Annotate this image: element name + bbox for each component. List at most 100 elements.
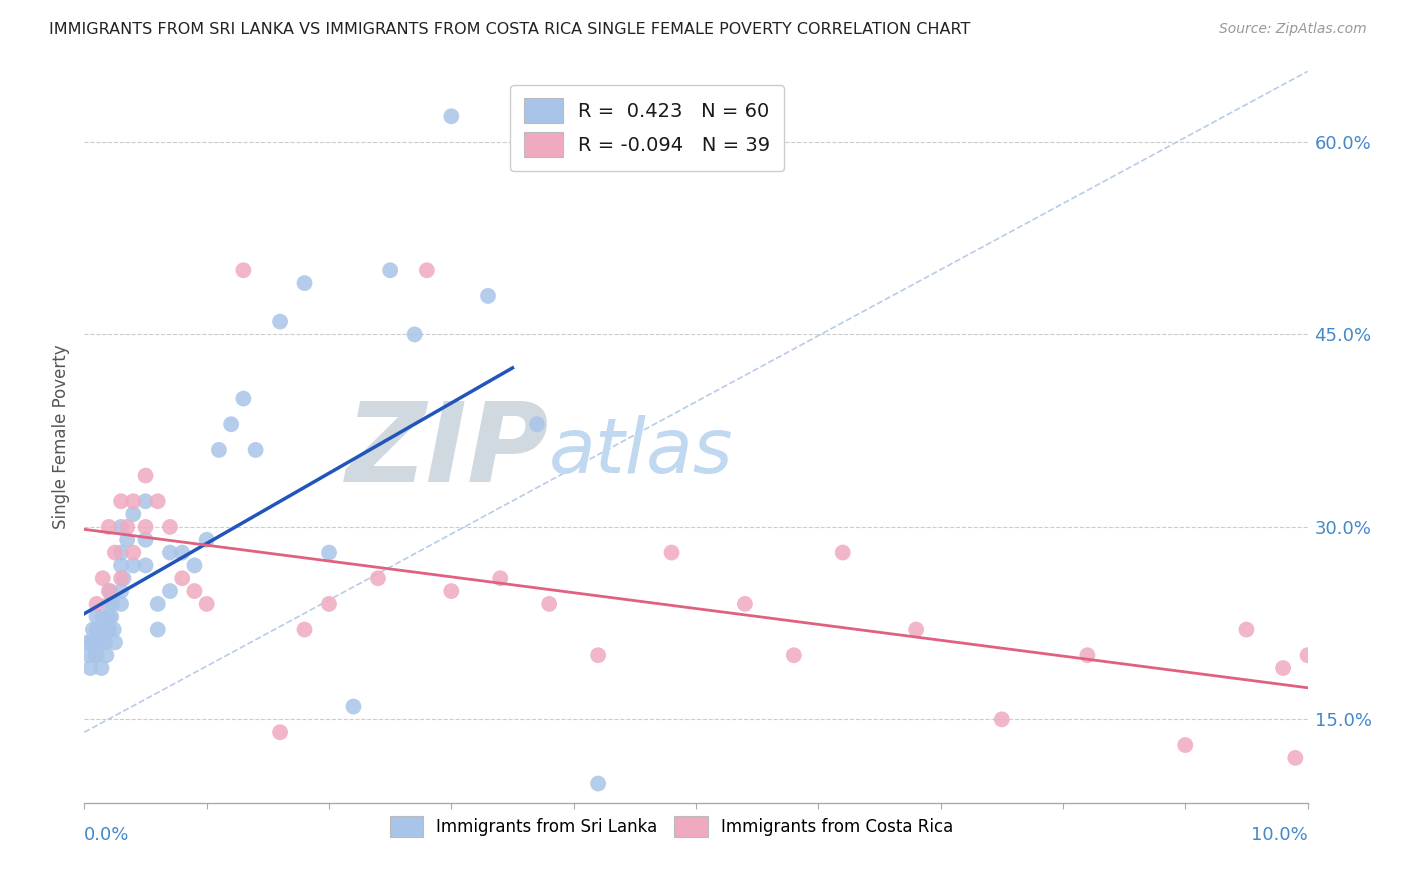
Text: 10.0%: 10.0% xyxy=(1251,826,1308,844)
Text: IMMIGRANTS FROM SRI LANKA VS IMMIGRANTS FROM COSTA RICA SINGLE FEMALE POVERTY CO: IMMIGRANTS FROM SRI LANKA VS IMMIGRANTS … xyxy=(49,22,970,37)
Point xyxy=(110,597,132,611)
Point xyxy=(96,648,118,663)
Point xyxy=(208,442,231,457)
Point xyxy=(1284,751,1306,765)
Point xyxy=(77,635,100,649)
Point xyxy=(159,584,181,599)
Point xyxy=(183,584,205,599)
Point xyxy=(97,597,120,611)
Point xyxy=(586,648,609,663)
Point xyxy=(219,417,242,432)
Point xyxy=(440,109,463,123)
Point xyxy=(146,494,169,508)
Point xyxy=(91,609,114,624)
Point xyxy=(91,635,114,649)
Point xyxy=(195,597,218,611)
Point xyxy=(122,558,145,573)
Point xyxy=(110,545,132,559)
Point xyxy=(831,545,853,559)
Point xyxy=(104,635,127,649)
Point xyxy=(79,661,101,675)
Point xyxy=(110,584,132,599)
Point xyxy=(477,289,499,303)
Point xyxy=(159,520,181,534)
Point xyxy=(93,623,115,637)
Point xyxy=(122,545,145,559)
Point xyxy=(232,263,254,277)
Point xyxy=(89,623,111,637)
Point xyxy=(97,584,120,599)
Point xyxy=(94,635,117,649)
Point xyxy=(269,725,291,739)
Point xyxy=(100,609,122,624)
Point xyxy=(122,507,145,521)
Point xyxy=(110,494,132,508)
Point xyxy=(86,623,108,637)
Point xyxy=(135,494,157,508)
Point xyxy=(101,597,124,611)
Point xyxy=(183,558,205,573)
Point xyxy=(135,468,157,483)
Text: 0.0%: 0.0% xyxy=(84,826,129,844)
Point xyxy=(1296,648,1319,663)
Point xyxy=(526,417,548,432)
Point xyxy=(122,494,145,508)
Point xyxy=(245,442,267,457)
Point xyxy=(1236,623,1258,637)
Point xyxy=(115,520,138,534)
Y-axis label: Single Female Poverty: Single Female Poverty xyxy=(52,345,70,529)
Point xyxy=(83,635,105,649)
Point xyxy=(97,520,120,534)
Point xyxy=(318,545,340,559)
Point xyxy=(1272,661,1295,675)
Point xyxy=(110,558,132,573)
Point xyxy=(159,545,181,559)
Point xyxy=(86,597,108,611)
Point xyxy=(538,597,561,611)
Point xyxy=(135,558,157,573)
Point xyxy=(97,623,120,637)
Point xyxy=(98,584,121,599)
Point xyxy=(367,571,389,585)
Point xyxy=(103,623,125,637)
Point xyxy=(146,597,169,611)
Point xyxy=(110,520,132,534)
Point xyxy=(294,276,316,290)
Point xyxy=(97,609,120,624)
Point xyxy=(86,609,108,624)
Point xyxy=(86,648,108,663)
Point xyxy=(586,776,609,790)
Point xyxy=(82,623,104,637)
Point xyxy=(104,545,127,559)
Point xyxy=(146,623,169,637)
Point xyxy=(1076,648,1098,663)
Point xyxy=(195,533,218,547)
Point xyxy=(342,699,364,714)
Point xyxy=(84,648,107,663)
Text: Source: ZipAtlas.com: Source: ZipAtlas.com xyxy=(1219,22,1367,37)
Point xyxy=(416,263,439,277)
Point xyxy=(172,571,194,585)
Point xyxy=(91,571,114,585)
Point xyxy=(90,661,112,675)
Point xyxy=(318,597,340,611)
Point xyxy=(294,623,316,637)
Point xyxy=(110,571,132,585)
Point xyxy=(115,533,138,547)
Legend: Immigrants from Sri Lanka, Immigrants from Costa Rica: Immigrants from Sri Lanka, Immigrants fr… xyxy=(381,807,962,846)
Point xyxy=(135,520,157,534)
Point xyxy=(380,263,402,277)
Point xyxy=(991,712,1014,726)
Point xyxy=(269,315,291,329)
Point xyxy=(97,623,120,637)
Text: ZIP: ZIP xyxy=(346,398,550,505)
Point xyxy=(1174,738,1197,752)
Point xyxy=(783,648,806,663)
Point xyxy=(172,545,194,559)
Point xyxy=(905,623,928,637)
Point xyxy=(661,545,683,559)
Point xyxy=(734,597,756,611)
Point xyxy=(404,327,426,342)
Point xyxy=(80,635,103,649)
Point xyxy=(87,635,110,649)
